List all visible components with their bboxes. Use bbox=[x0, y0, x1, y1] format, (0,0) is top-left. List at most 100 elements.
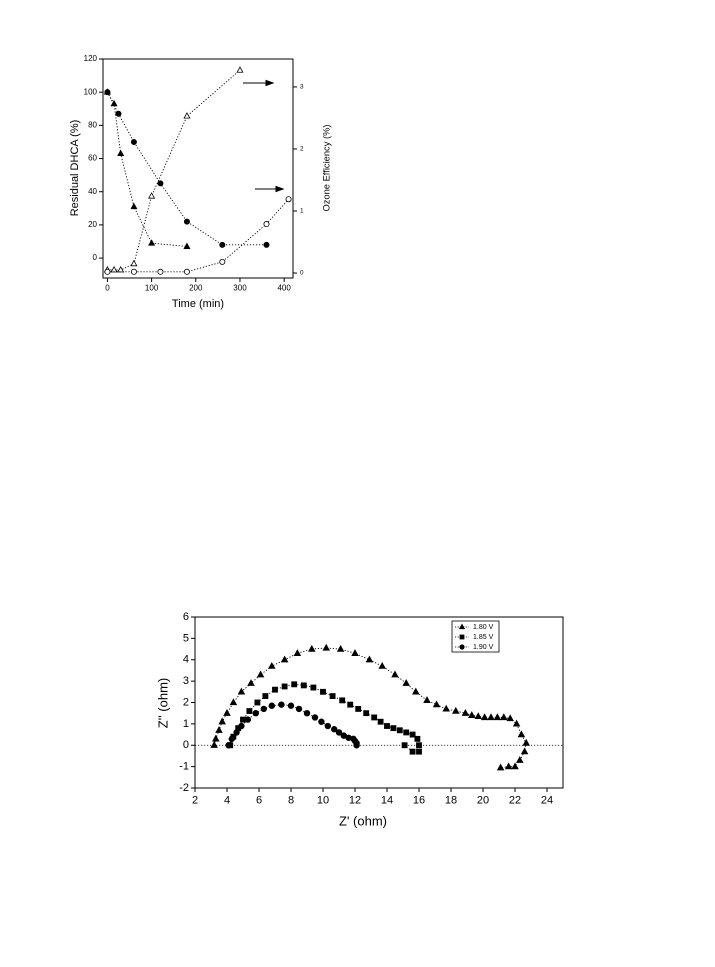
marker-circle bbox=[183, 218, 190, 225]
arrow bbox=[255, 185, 285, 193]
marker-triangle bbox=[308, 644, 316, 652]
marker-triangle bbox=[237, 687, 246, 695]
y-tick-label: 4 bbox=[183, 654, 189, 666]
marker-triangle bbox=[516, 756, 524, 763]
marker-square bbox=[409, 748, 416, 755]
marker-square bbox=[377, 718, 384, 725]
marker-square bbox=[339, 697, 346, 704]
marker-circle bbox=[244, 716, 251, 723]
marker-triangle bbox=[256, 670, 265, 678]
marker-triangle bbox=[493, 713, 502, 721]
marker-square bbox=[409, 731, 416, 738]
x-tick-label: 22 bbox=[509, 795, 521, 807]
y-tick-label: 80 bbox=[88, 120, 97, 129]
x-tick-label: 100 bbox=[145, 284, 159, 293]
marker-square bbox=[262, 693, 269, 700]
marker-triangle bbox=[520, 747, 529, 755]
y-tick-label: 100 bbox=[84, 87, 98, 96]
marker-triangle bbox=[512, 719, 521, 727]
series-line bbox=[213, 647, 527, 769]
marker-square bbox=[320, 688, 326, 695]
marker-circle bbox=[311, 714, 319, 721]
marker-circle bbox=[130, 268, 137, 275]
y-tick-label: 2 bbox=[183, 696, 189, 708]
marker-triangle bbox=[148, 239, 156, 246]
marker-triangle bbox=[474, 712, 482, 720]
marker-triangle bbox=[336, 644, 345, 652]
y-tick-label: -2 bbox=[179, 782, 189, 794]
x-tick-label: 200 bbox=[189, 284, 203, 293]
x-tick-label: 10 bbox=[317, 795, 329, 807]
marker-square bbox=[254, 699, 261, 706]
y-tick-label: -1 bbox=[179, 761, 189, 773]
marker-circle bbox=[183, 268, 190, 275]
marker-triangle bbox=[423, 696, 431, 704]
x-tick-label: 18 bbox=[445, 795, 457, 807]
y2-tick-label: 2 bbox=[300, 146, 304, 153]
marker-circle bbox=[353, 742, 360, 749]
marker-square bbox=[300, 682, 307, 689]
marker-triangle bbox=[487, 713, 495, 721]
marker-square bbox=[384, 723, 390, 729]
marker-circle bbox=[278, 701, 285, 708]
marker-triangle bbox=[480, 713, 489, 721]
y-tick-label: 6 bbox=[183, 611, 189, 623]
y-tick-label: 0 bbox=[183, 739, 189, 751]
marker-square bbox=[272, 686, 278, 693]
marker-circle bbox=[219, 258, 226, 265]
marker-triangle bbox=[351, 649, 359, 656]
marker-circle bbox=[263, 221, 270, 228]
y-tick-label: 20 bbox=[88, 220, 97, 229]
marker-circle bbox=[115, 110, 122, 117]
marker-triangle bbox=[500, 713, 508, 721]
x-tick-label: 16 bbox=[413, 795, 425, 807]
marker-triangle bbox=[432, 700, 441, 708]
marker-triangle bbox=[293, 649, 302, 656]
marker-circle bbox=[157, 268, 164, 275]
marker-circle bbox=[252, 709, 259, 717]
marker-circle bbox=[238, 722, 245, 730]
marker-square bbox=[246, 708, 253, 714]
marker-triangle bbox=[378, 661, 386, 669]
marker-triangle bbox=[506, 714, 514, 722]
marker-square bbox=[291, 681, 298, 688]
x-tick-label: 2 bbox=[192, 795, 198, 807]
x-tick-label: 8 bbox=[288, 795, 294, 807]
series-line bbox=[107, 91, 187, 247]
marker-circle bbox=[459, 644, 465, 650]
y-tick-label: 60 bbox=[88, 154, 97, 163]
marker-circle bbox=[260, 705, 267, 713]
marker-square bbox=[281, 683, 288, 690]
marker-circle bbox=[268, 702, 275, 709]
marker-triangle bbox=[212, 734, 220, 742]
marker-triangle bbox=[183, 112, 191, 119]
y-tick-label: 0 bbox=[93, 253, 98, 262]
marker-triangle bbox=[130, 259, 138, 267]
arrow bbox=[243, 79, 275, 87]
marker-square bbox=[329, 693, 336, 700]
marker-circle bbox=[303, 709, 311, 717]
legend-label: 1.90 V bbox=[473, 644, 494, 651]
marker-circle bbox=[104, 89, 111, 96]
marker-circle bbox=[157, 180, 164, 187]
marker-triangle bbox=[442, 704, 450, 712]
marker-circle bbox=[225, 742, 232, 749]
marker-square bbox=[363, 710, 370, 717]
marker-triangle bbox=[130, 202, 138, 210]
marker-triangle bbox=[391, 670, 399, 678]
marker-triangle bbox=[117, 149, 125, 157]
legend-label: 1.85 V bbox=[473, 634, 494, 641]
marker-triangle bbox=[511, 762, 519, 770]
marker-circle bbox=[335, 729, 343, 736]
marker-triangle bbox=[236, 66, 244, 73]
marker-square bbox=[310, 684, 317, 691]
marker-circle bbox=[233, 729, 240, 736]
marker-triangle bbox=[229, 698, 238, 706]
y2-tick-label: 1 bbox=[300, 208, 304, 215]
marker-triangle bbox=[268, 661, 276, 669]
marker-triangle bbox=[468, 711, 476, 718]
marker-triangle bbox=[402, 679, 410, 686]
marker-circle bbox=[219, 241, 226, 248]
marker-triangle bbox=[412, 687, 420, 695]
